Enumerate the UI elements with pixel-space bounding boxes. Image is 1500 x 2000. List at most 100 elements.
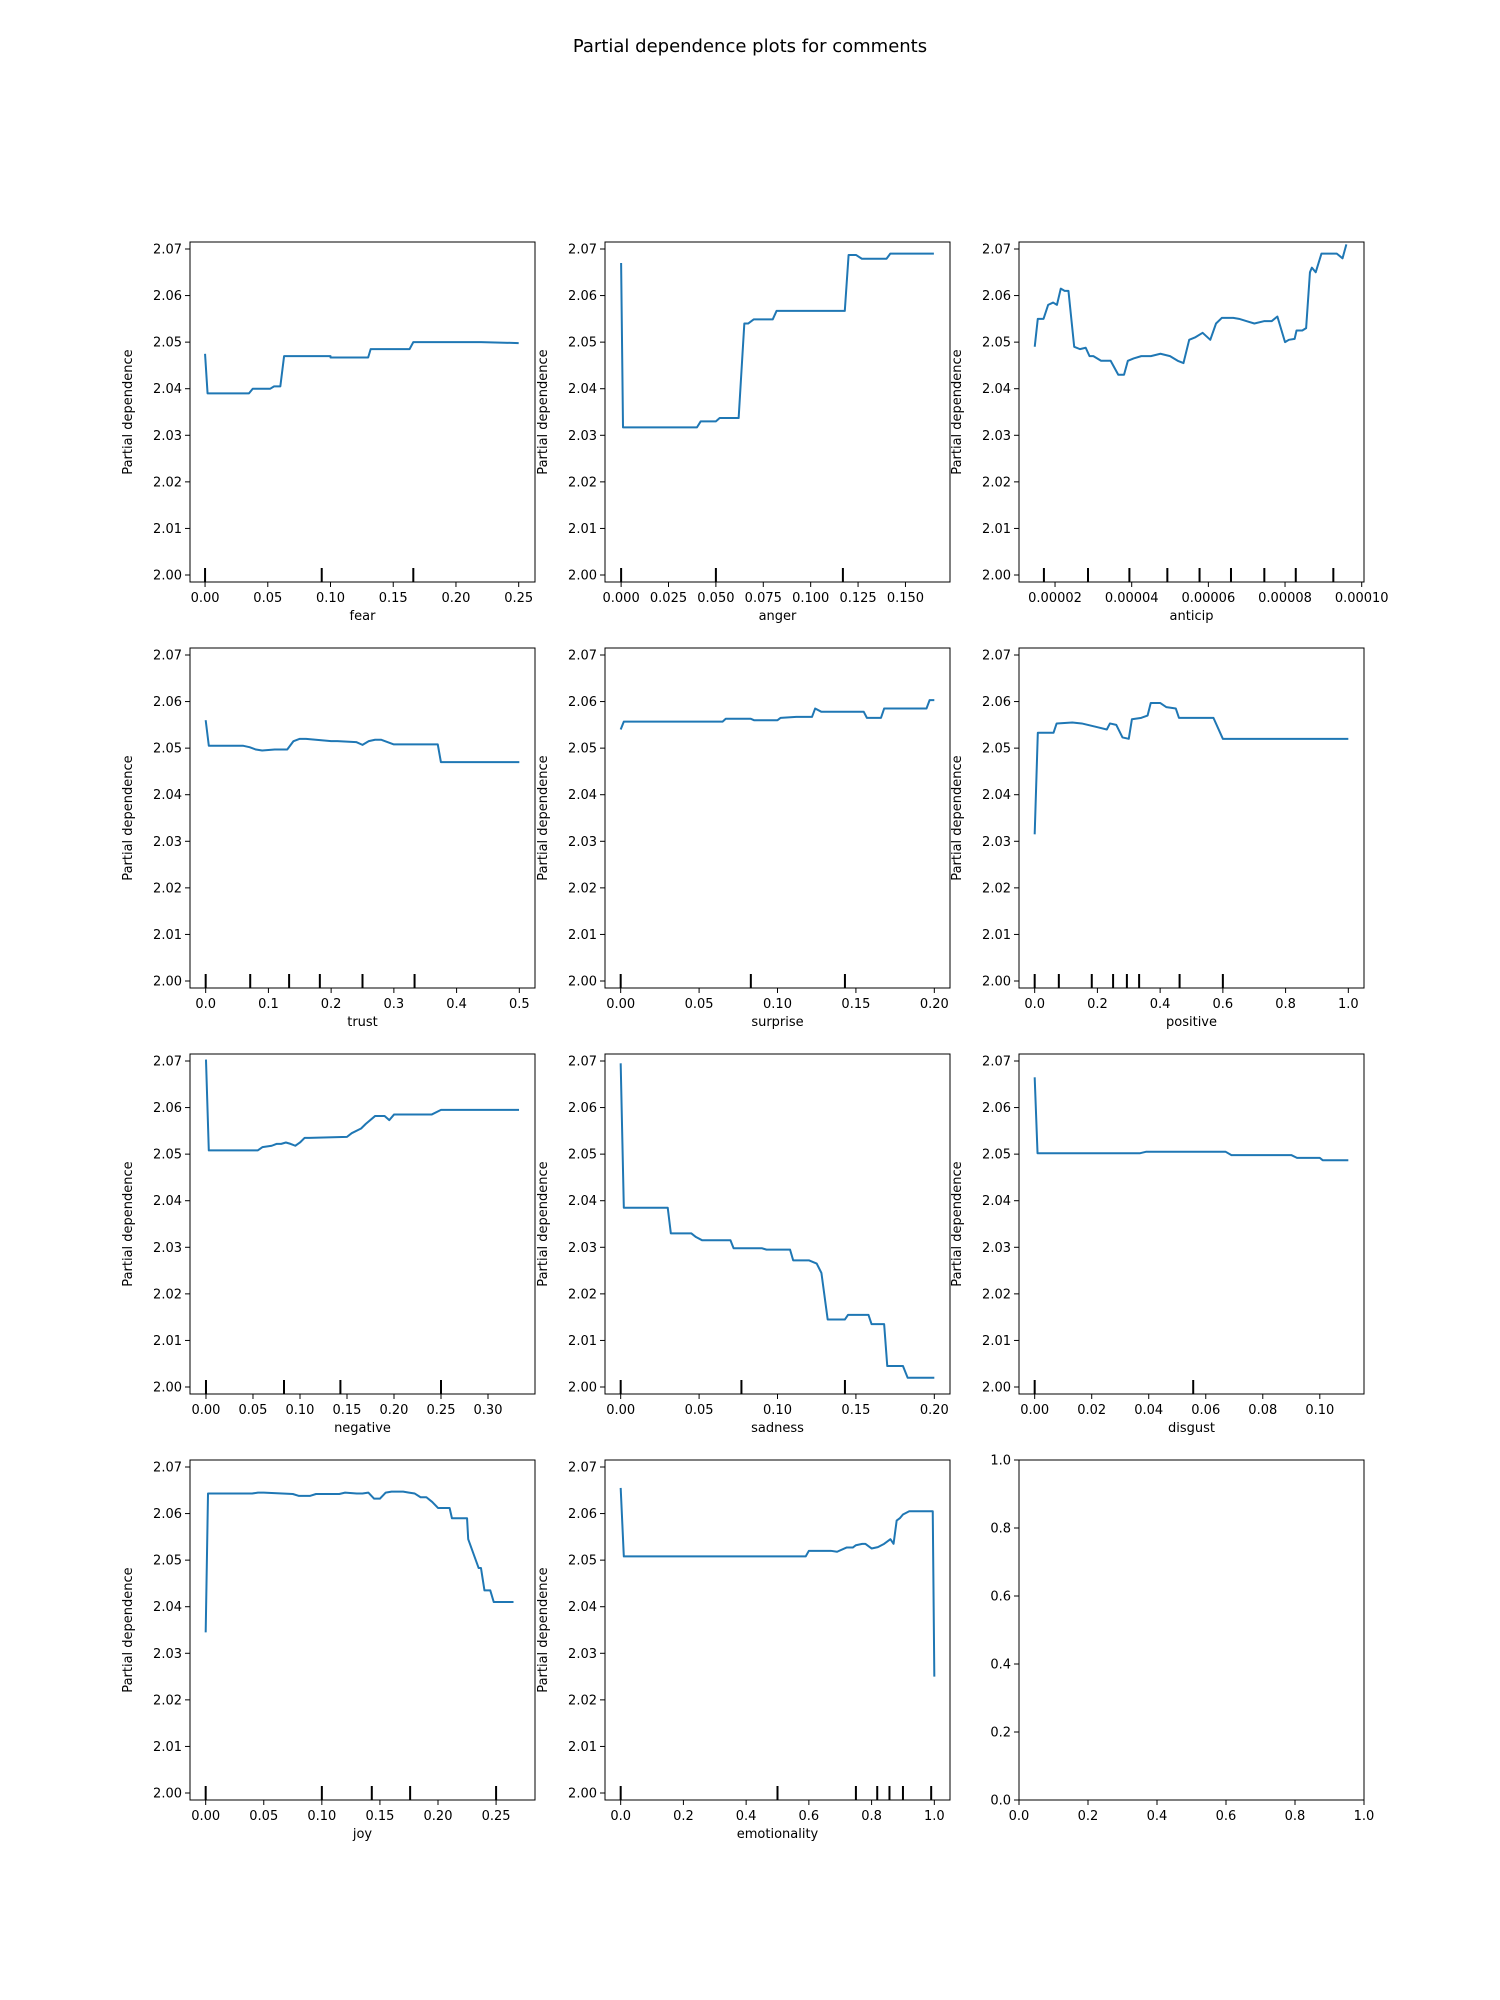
x-tick-label: 0.00 — [192, 1403, 221, 1418]
y-axis-label: Partial dependence — [536, 1567, 551, 1692]
x-tick-label: 0.15 — [379, 591, 408, 606]
x-tick-label: 0.20 — [920, 1403, 949, 1418]
x-tick-label: 0.00008 — [1258, 591, 1312, 606]
subplot-surprise: 0.00 0.05 0.10 0.15 0.20 2.00 2.01 2.02 2.03 2.04… — [536, 647, 951, 1030]
x-tick-label: 0.15 — [841, 1403, 870, 1418]
x-tick-label: 1.0 — [1354, 1809, 1375, 1824]
x-tick-label: 0.00004 — [1105, 591, 1159, 606]
axes-frame — [1018, 647, 1365, 989]
figure-title: Partial dependence plots for comments — [572, 36, 928, 57]
y-axis-label: Partial dependence — [536, 755, 551, 880]
x-tick-label: 0.00 — [606, 997, 635, 1012]
x-tick-label: 0.0 — [1009, 1809, 1030, 1824]
y-tick-label: 2.03 — [568, 835, 597, 850]
y-tick-label: 2.01 — [568, 1740, 597, 1755]
pd-line-anticip — [1033, 244, 1348, 376]
x-tick-label: 0.20 — [424, 1809, 453, 1824]
y-tick-label: 2.07 — [568, 1460, 597, 1475]
y-tick-label: 2.00 — [568, 1381, 597, 1396]
y-tick-label: 2.02 — [153, 1693, 182, 1708]
x-tick-label: 0.04 — [1134, 1403, 1163, 1418]
y-tick-label: 2.02 — [568, 1693, 597, 1708]
x-tick-label: 0.20 — [920, 997, 949, 1012]
x-tick-label: 0.000 — [603, 591, 640, 606]
y-axis-label: Partial dependence — [950, 755, 965, 880]
y-tick-label: 0.4 — [990, 1658, 1011, 1673]
pd-line-trust — [204, 720, 520, 764]
y-tick-label: 2.05 — [568, 1554, 597, 1569]
y-tick-label: 2.03 — [568, 1647, 597, 1662]
x-tick-label: 0.4 — [1150, 997, 1171, 1012]
y-tick-label: 2.00 — [568, 1787, 597, 1802]
y-tick-label: 2.02 — [568, 881, 597, 896]
x-tick-label: 0.25 — [482, 1809, 511, 1824]
x-tick-label: 0.050 — [697, 591, 734, 606]
y-axis-label: Partial dependence — [121, 755, 136, 880]
y-tick-label: 1.0 — [990, 1454, 1011, 1469]
x-tick-label: 0.05 — [239, 1403, 268, 1418]
subplot-anticip: 0.00002 0.00004 0.00006 0.00008 0.00010 2.00 2… — [950, 241, 1389, 624]
y-tick-label: 2.01 — [568, 1334, 597, 1349]
y-tick-label: 2.00 — [153, 1381, 182, 1396]
y-tick-label: 2.03 — [153, 1241, 182, 1256]
y-tick-label: 2.07 — [153, 242, 182, 257]
y-tick-label: 2.07 — [982, 242, 1011, 257]
y-tick-label: 2.00 — [982, 569, 1011, 584]
axes-frame — [189, 241, 536, 583]
axes-frame — [604, 241, 951, 583]
y-tick-label: 2.06 — [982, 695, 1011, 710]
y-tick-label: 2.04 — [568, 1600, 597, 1615]
x-tick-label: 0.00 — [606, 1403, 635, 1418]
x-tick-label: 0.15 — [333, 1403, 362, 1418]
pd-line-negative — [204, 1059, 520, 1152]
y-tick-label: 0.8 — [990, 1522, 1011, 1537]
x-tick-label: 0.6 — [1216, 1809, 1237, 1824]
y-tick-label: 2.01 — [982, 1334, 1011, 1349]
subplot-anger: 0.000 0.025 0.050 0.075 0.100 0.125 0.150 2.00 2… — [536, 241, 951, 624]
x-axis-label: anger — [759, 609, 797, 624]
y-tick-label: 2.01 — [982, 522, 1011, 537]
y-tick-label: 2.05 — [982, 336, 1011, 351]
x-tick-label: 0.05 — [685, 1403, 714, 1418]
y-tick-label: 2.05 — [153, 1148, 182, 1163]
y-tick-label: 2.01 — [153, 1334, 182, 1349]
y-tick-label: 2.03 — [153, 835, 182, 850]
y-tick-label: 2.07 — [568, 648, 597, 663]
x-axis-label: emotionality — [737, 1827, 819, 1842]
axes-frame — [604, 1459, 951, 1801]
y-tick-label: 2.07 — [153, 1054, 182, 1069]
x-axis-label: positive — [1166, 1015, 1217, 1030]
x-axis-label: disgust — [1168, 1421, 1215, 1436]
y-tick-label: 2.06 — [153, 1507, 182, 1522]
pd-line-positive — [1033, 701, 1349, 835]
x-tick-label: 0.1 — [258, 997, 279, 1012]
y-tick-label: 2.06 — [568, 695, 597, 710]
y-tick-label: 2.05 — [153, 742, 182, 757]
subplot-positive: 0.0 0.2 0.4 0.6 0.8 1.0 2.00 2.01 2.02 2.03 2.04 2.… — [950, 647, 1365, 1030]
y-tick-label: 2.04 — [982, 1194, 1011, 1209]
x-tick-label: 0.25 — [427, 1403, 456, 1418]
y-tick-label: 2.07 — [982, 648, 1011, 663]
y-axis-label: Partial dependence — [121, 1567, 136, 1692]
x-tick-label: 0.20 — [380, 1403, 409, 1418]
pd-line-disgust — [1033, 1077, 1349, 1162]
y-tick-label: 2.05 — [568, 1148, 597, 1163]
y-tick-label: 2.06 — [568, 289, 597, 304]
x-tick-label: 0.20 — [441, 591, 470, 606]
y-tick-label: 2.02 — [982, 1287, 1011, 1302]
y-tick-label: 2.06 — [982, 1101, 1011, 1116]
x-axis-label: negative — [334, 1421, 391, 1436]
x-tick-label: 0.8 — [861, 1809, 882, 1824]
y-tick-label: 2.02 — [568, 475, 597, 490]
y-tick-label: 2.05 — [982, 1148, 1011, 1163]
x-tick-label: 0.3 — [384, 997, 405, 1012]
y-tick-label: 2.06 — [153, 695, 182, 710]
axes-frame — [604, 1053, 951, 1395]
y-tick-label: 2.05 — [982, 742, 1011, 757]
y-tick-label: 2.00 — [568, 569, 597, 584]
x-tick-label: 0.00002 — [1028, 591, 1082, 606]
y-tick-label: 2.01 — [982, 928, 1011, 943]
x-tick-label: 0.5 — [509, 997, 530, 1012]
y-tick-label: 2.02 — [568, 1287, 597, 1302]
